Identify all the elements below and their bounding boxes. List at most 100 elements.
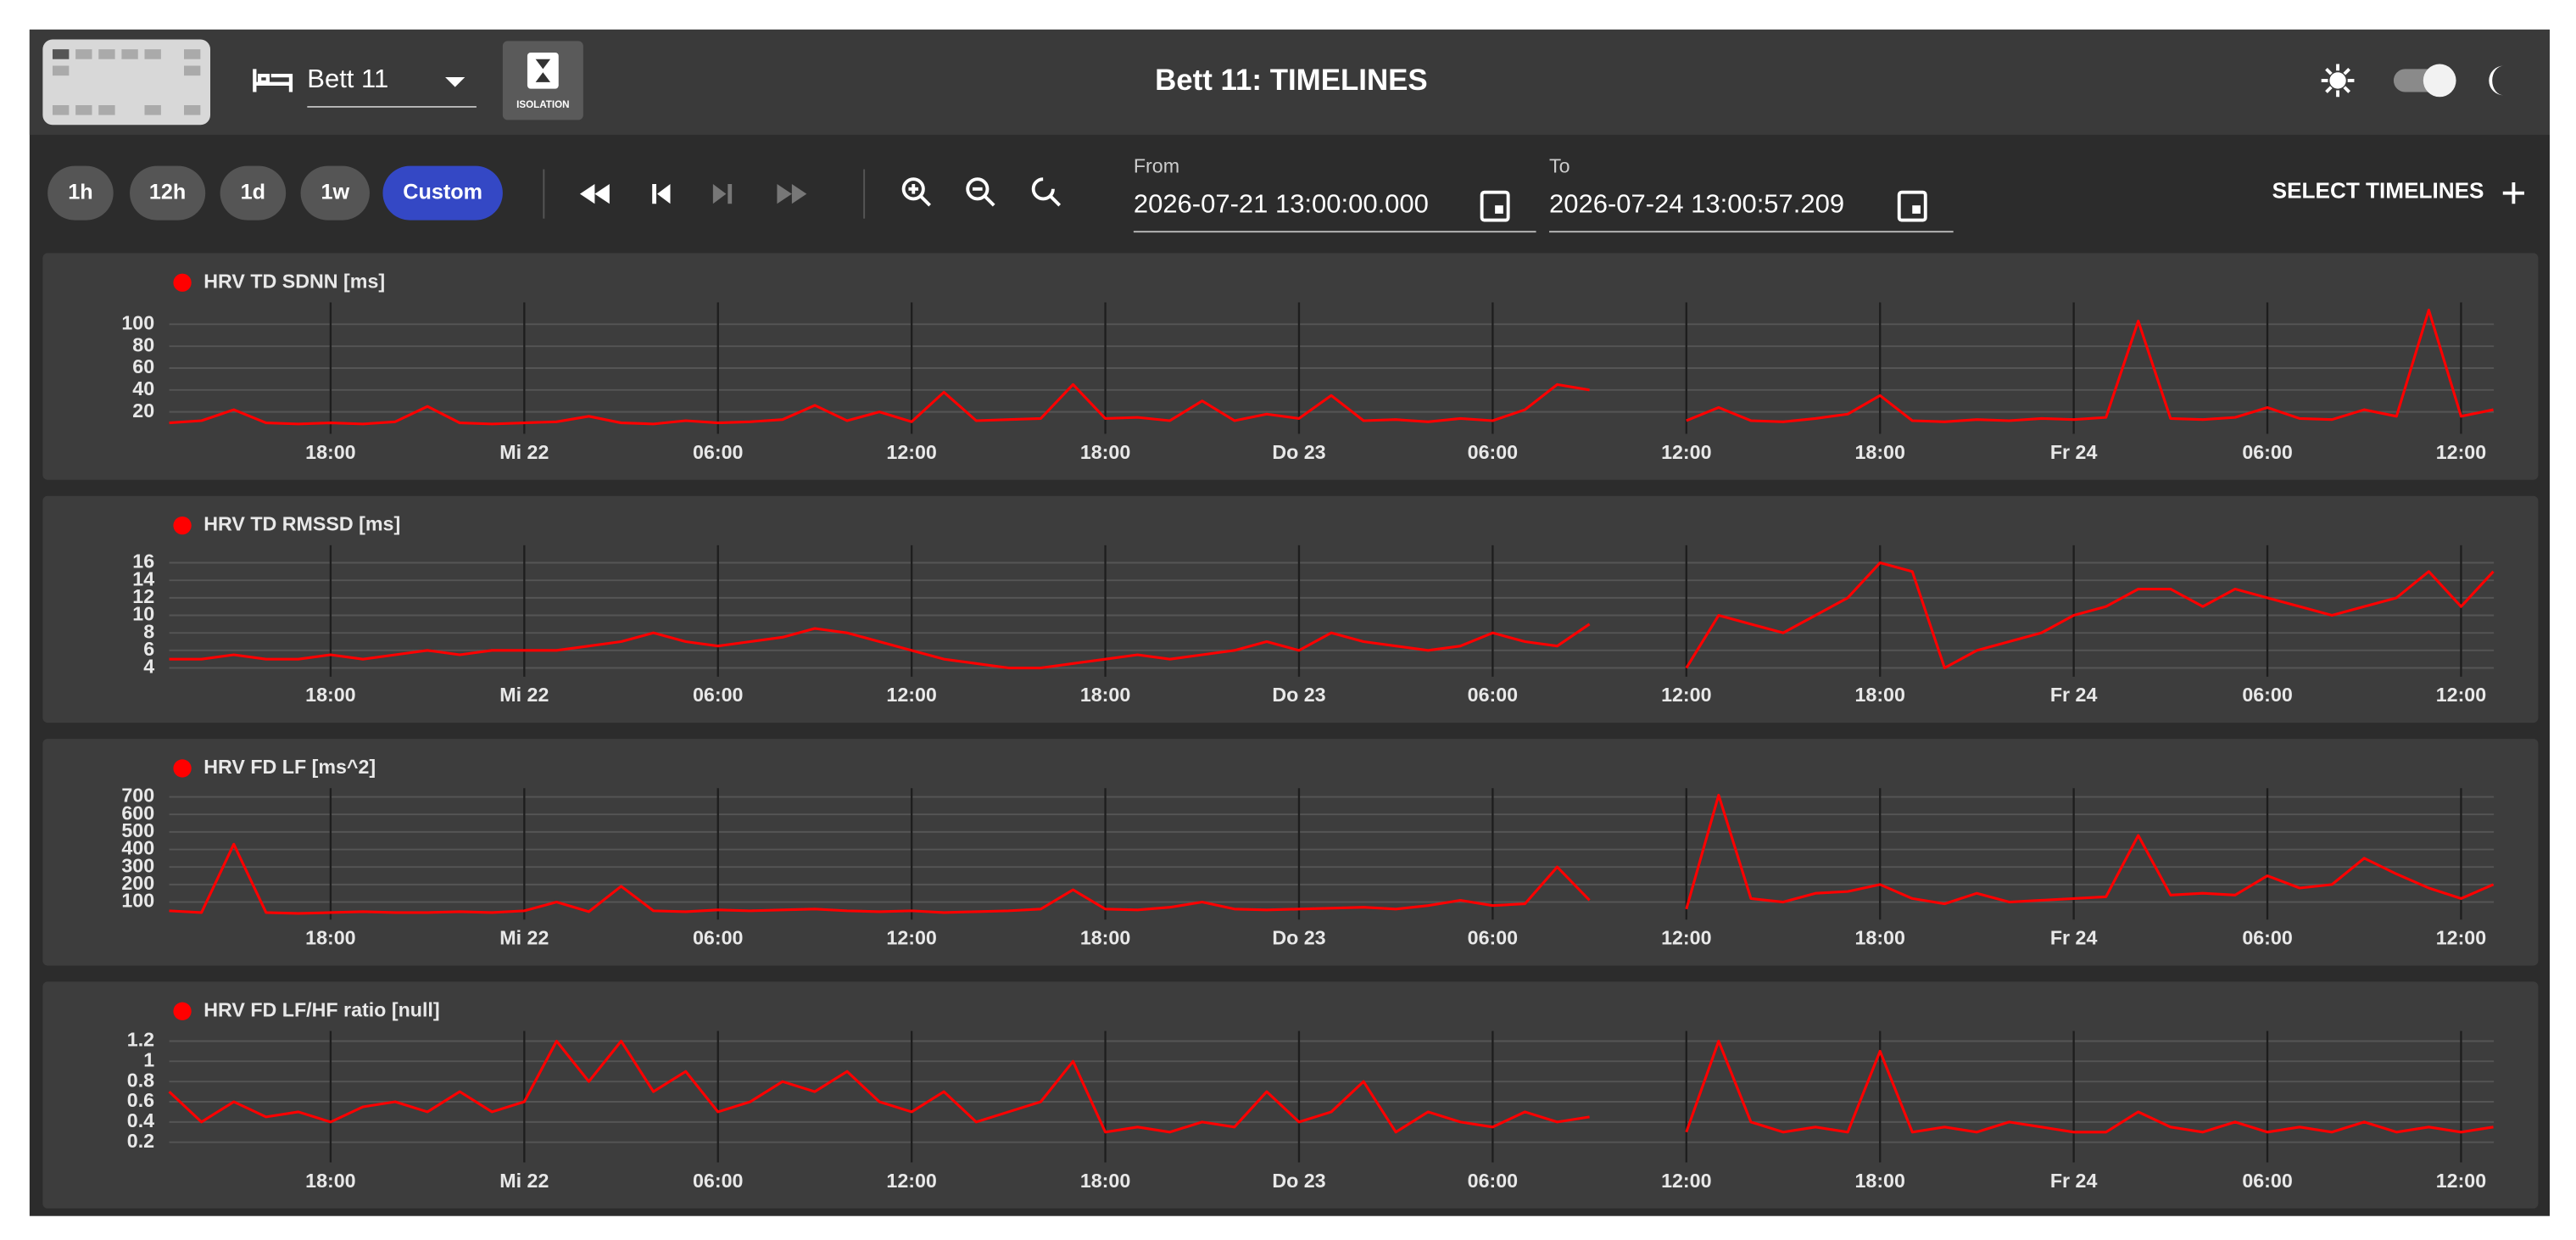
logo-block: [53, 65, 70, 76]
range-button[interactable]: [47, 165, 114, 221]
x-tick-label: 06:00: [1468, 441, 1518, 463]
legend-label: HRV FD LF [ms^2]: [204, 756, 376, 778]
y-tick-label: 12: [132, 585, 154, 607]
y-tick-label: 10: [132, 603, 154, 625]
x-tick-label: 06:00: [693, 684, 743, 706]
logo-block: [53, 104, 70, 115]
range-label: 1h: [68, 180, 92, 204]
x-tick-label: 18:00: [1854, 441, 1904, 463]
x-tick-label: Do 23: [1272, 1170, 1325, 1192]
bed-select[interactable]: Bett 11: [253, 64, 477, 108]
x-tick-label: 18:00: [1080, 441, 1130, 463]
chart-panel: [42, 739, 2539, 966]
y-tick-label: 700: [121, 785, 154, 807]
logo-block: [144, 104, 161, 115]
lens-mark: [908, 183, 931, 207]
x-tick-label: 12:00: [1661, 684, 1711, 706]
y-tick-label: 16: [132, 550, 154, 573]
step-back[interactable]: [652, 183, 671, 204]
logo-block: [98, 49, 115, 59]
logo-block: [75, 104, 92, 115]
logo[interactable]: [42, 39, 210, 126]
chart-panel: [42, 495, 2539, 723]
x-tick-label: 18:00: [305, 684, 355, 706]
zoom-in[interactable]: [901, 177, 931, 207]
logo-box: [42, 39, 210, 126]
y-tick-label: 20: [132, 399, 154, 422]
legend-label: HRV TD SDNN [ms]: [204, 270, 385, 292]
range-buttons: 1h 12h 1d 1w Custom: [47, 165, 503, 221]
x-tick-label: 18:00: [1854, 927, 1904, 949]
x-tick-label: Mi 22: [499, 1170, 549, 1192]
calendar-day: [1912, 205, 1921, 214]
step-forward[interactable]: [712, 183, 733, 204]
hourglass: [535, 59, 551, 82]
theme-toggle[interactable]: [2321, 64, 2504, 98]
y-tick-label: 80: [132, 333, 154, 355]
range-button[interactable]: [300, 165, 370, 221]
range-button[interactable]: [130, 165, 206, 221]
y-tick-label: 1.2: [127, 1029, 154, 1051]
y-tick-label: 4: [143, 656, 154, 678]
x-tick-label: 06:00: [693, 927, 743, 949]
select-label: SELECT TIMELINES: [2272, 178, 2484, 204]
logo-block: [121, 49, 138, 59]
isolation-button[interactable]: ISOLATION: [502, 41, 583, 120]
to-field[interactable]: To 2026-07-24 13:00:57.209: [1549, 155, 1954, 233]
x-tick-label: 12:00: [2436, 441, 2486, 463]
y-tick-label: 1: [143, 1048, 154, 1070]
data-line: [169, 308, 2494, 426]
calendar-icon: [1480, 190, 1510, 222]
page-title: Bett 11: TIMELINES: [1155, 64, 1428, 97]
y-tick-label: 60: [132, 355, 154, 377]
chart-panel: [42, 981, 2539, 1209]
y-tick-label: 0.2: [127, 1130, 154, 1152]
isolation-label: ISOLATION: [516, 99, 569, 110]
x-tick-label: 06:00: [2242, 927, 2292, 949]
range-label: 1d: [241, 180, 265, 204]
range-label: 12h: [149, 180, 186, 204]
zoom: [901, 177, 1062, 207]
range-button-active[interactable]: [382, 165, 503, 221]
lens-mark: [1048, 194, 1062, 207]
legend-dot: [173, 759, 192, 778]
x-tick-label: 06:00: [2242, 441, 2292, 463]
range-button[interactable]: [220, 165, 287, 221]
x-tick-label: 06:00: [1468, 927, 1518, 949]
x-tick-label: 12:00: [1661, 927, 1711, 949]
field-label: To: [1549, 155, 1570, 177]
lens: [901, 177, 925, 201]
y-tick-label: 8: [143, 620, 154, 642]
field-value: 2026-07-24 13:00:57.209: [1549, 188, 1844, 218]
legend-dot: [173, 1002, 192, 1020]
x-tick-label: 18:00: [1854, 1170, 1904, 1192]
isolation-icon: [527, 52, 559, 89]
y-tick-label: 40: [132, 377, 154, 399]
y-tick-label: 500: [121, 819, 154, 841]
from-field[interactable]: From 2026-07-21 13:00:00.000: [1133, 155, 1536, 233]
dropdown-arrow: [445, 77, 466, 87]
y-tick-label: 0.4: [127, 1109, 154, 1131]
x-tick-label: Fr 24: [2050, 441, 2098, 463]
logo-block: [53, 49, 70, 59]
sun-icon: [2329, 72, 2346, 89]
lens: [1031, 177, 1055, 201]
x-tick-label: Do 23: [1272, 684, 1325, 706]
x-tick-label: 12:00: [886, 1170, 936, 1192]
y-tick-label: 600: [121, 802, 154, 824]
logo-block: [184, 104, 201, 115]
legend-dot: [173, 273, 192, 292]
y-tick-label: 14: [132, 567, 154, 589]
plus-icon: [2502, 182, 2524, 204]
x-tick-label: 06:00: [2242, 1170, 2292, 1192]
select-timelines[interactable]: SELECT TIMELINES: [2272, 178, 2524, 204]
x-tick-label: 12:00: [886, 927, 936, 949]
bed-label: Bett 11: [307, 64, 388, 93]
y-tick-label: 100: [121, 311, 154, 333]
bed-icon: [253, 69, 293, 92]
zoom-out[interactable]: [966, 177, 995, 207]
x-tick-label: Do 23: [1272, 441, 1325, 463]
zoom-reset[interactable]: [1031, 177, 1062, 207]
x-tick-label: 12:00: [2436, 927, 2486, 949]
